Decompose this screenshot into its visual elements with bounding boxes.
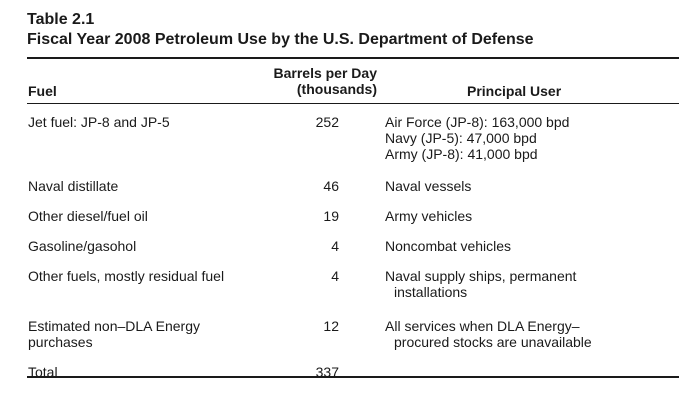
top-rule xyxy=(27,57,679,59)
barrels-value-cell: 46 xyxy=(323,178,339,194)
fuel-text: Estimated non–DLA Energy xyxy=(28,318,200,334)
header-rule xyxy=(27,103,679,104)
barrels-value-cell: 337 xyxy=(315,364,339,380)
fuel-cell: Other fuels, mostly residual fuel xyxy=(28,268,268,284)
fuel-cell: Estimated non–DLA Energy purchases xyxy=(28,318,268,350)
principal-user-cell: Naval supply ships, permanent installatio… xyxy=(385,268,679,300)
principal-user-text: Air Force (JP-8): 163,000 bpd xyxy=(385,114,570,130)
header-barrels-per-day: Barrels per Day (thousands) xyxy=(247,65,377,97)
principal-user-text: Noncombat vehicles xyxy=(385,238,512,254)
principal-user-text: Naval supply ships, permanent xyxy=(385,268,577,284)
principal-user-cell: All services when DLA Energy– procured st… xyxy=(385,318,679,350)
fuel-text: Other fuels, mostly residual fuel xyxy=(28,268,225,284)
header-barrels-line1: Barrels per Day xyxy=(273,65,377,81)
principal-user-text: Navy (JP-5): 47,000 bpd xyxy=(385,130,537,146)
fuel-text: Other diesel/fuel oil xyxy=(28,208,148,224)
fuel-cell: Naval distillate xyxy=(28,178,268,194)
barrels-value-cell: 252 xyxy=(315,114,339,130)
principal-user-cell: Air Force (JP-8): 163,000 bpd Navy (JP-5)… xyxy=(385,114,679,162)
principal-user-text: All services when DLA Energy– xyxy=(385,318,580,334)
barrels-value-cell: 4 xyxy=(331,238,339,254)
table-number: Table 2.1 xyxy=(27,11,95,28)
principal-user-text: procured stocks are unavailable xyxy=(394,334,592,350)
header-fuel: Fuel xyxy=(28,83,57,99)
header-principal-user: Principal User xyxy=(467,83,562,99)
fuel-text: Naval distillate xyxy=(28,178,119,194)
principal-user-text: Army vehicles xyxy=(385,208,473,224)
fuel-cell: Jet fuel: JP-8 and JP-5 xyxy=(28,114,268,130)
table-header: Fuel Barrels per Day (thousands) Princip… xyxy=(27,59,679,103)
principal-user-cell: Army vehicles xyxy=(385,208,679,224)
barrels-value-cell: 12 xyxy=(323,318,339,334)
principal-user-cell: Naval vessels xyxy=(385,178,679,194)
principal-user-cell: Noncombat vehicles xyxy=(385,238,679,254)
header-barrels-line2: (thousands) xyxy=(296,81,377,97)
table-title: Fiscal Year 2008 Petroleum Use by the U.… xyxy=(27,31,534,48)
barrels-value-cell: 19 xyxy=(323,208,339,224)
bottom-rule xyxy=(27,376,679,378)
fuel-cell: Total xyxy=(28,364,268,380)
barrels-value-cell: 4 xyxy=(331,268,339,284)
principal-user-text: Naval vessels xyxy=(385,178,472,194)
principal-user-text: installations xyxy=(394,284,468,300)
principal-user-text: Army (JP-8): 41,000 bpd xyxy=(385,146,538,162)
petroleum-use-table: Table 2.1 Fiscal Year 2008 Petroleum Use… xyxy=(27,10,679,380)
fuel-text: Gasoline/gasohol xyxy=(28,238,137,254)
fuel-text: Total xyxy=(28,364,58,380)
fuel-text: purchases xyxy=(28,334,93,350)
table-body: Jet fuel: JP-8 and JP-5 252 Air Force (JP-… xyxy=(27,104,679,380)
fuel-text: Jet fuel: JP-8 and JP-5 xyxy=(28,114,170,130)
fuel-cell: Gasoline/gasohol xyxy=(28,238,268,254)
fuel-cell: Other diesel/fuel oil xyxy=(28,208,268,224)
